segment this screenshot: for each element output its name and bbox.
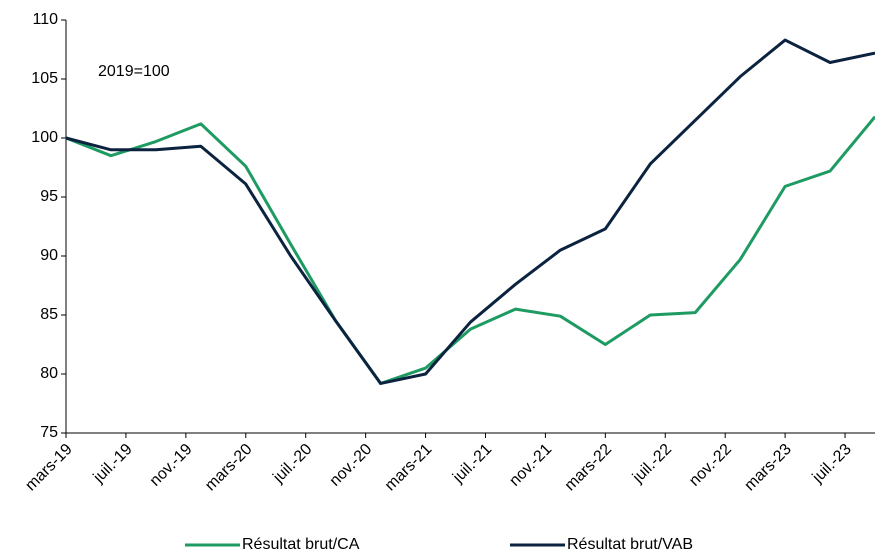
y-tick-label: 105: [31, 70, 58, 87]
y-tick-label: 110: [32, 11, 58, 28]
y-tick-label: 80: [40, 365, 58, 382]
line-series: [65, 38, 875, 385]
legend-label: Résultat brut/CA: [242, 536, 360, 553]
x-tick-label: nov.-20: [327, 441, 376, 490]
legend-label: Résultat brut/VAB: [567, 536, 693, 553]
x-tick-label: juil.-22: [629, 441, 675, 487]
x-tick-label: mars-23: [741, 441, 795, 495]
x-tick-label: juil.-21: [449, 441, 495, 487]
x-tick-label: nov.-19: [147, 441, 196, 490]
x-tick-label: mars-22: [562, 441, 616, 495]
x-tick-label: mars-21: [382, 441, 436, 495]
x-tick-label: juil.-19: [90, 441, 136, 487]
x-tick-label: mars-20: [202, 441, 256, 495]
annotation: 2019=100: [98, 63, 170, 80]
x-tick-label: nov.-22: [686, 441, 735, 490]
x-tick-label: mars-19: [22, 441, 76, 495]
x-tick-label: juil.-20: [269, 441, 315, 487]
y-tick-label: 90: [40, 247, 58, 264]
x-tick-label: juil.-23: [809, 441, 855, 487]
y-tick-label: 100: [31, 129, 58, 146]
x-tick-label: nov.-21: [506, 441, 555, 490]
y-tick-label: 85: [40, 306, 58, 323]
y-tick-label: 75: [40, 424, 58, 441]
y-tick-label: 95: [40, 188, 58, 205]
line-series: [65, 115, 875, 385]
